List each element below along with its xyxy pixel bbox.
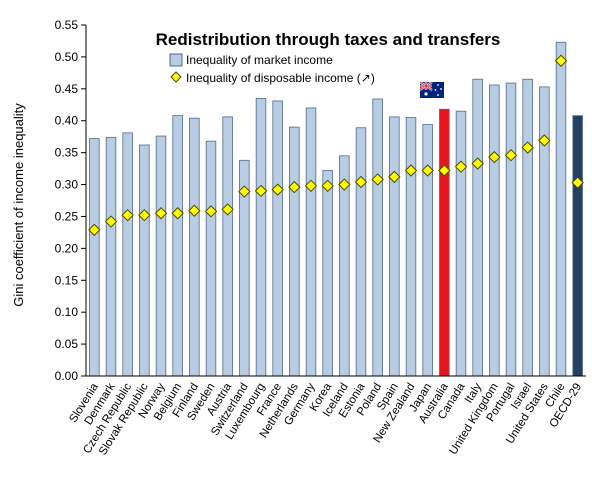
- bar-new-zealand: [405, 117, 417, 377]
- y-tick-label: 0.15: [55, 273, 79, 287]
- axes: [85, 25, 586, 377]
- legend-bar-swatch: [169, 53, 183, 67]
- marker-netherlands: [288, 180, 301, 194]
- bar-chile: [555, 41, 567, 377]
- bar-denmark: [105, 136, 117, 377]
- marker-austria: [221, 203, 234, 216]
- legend-market-label: Inequality of market income: [186, 53, 333, 67]
- marker-korea: [321, 179, 334, 193]
- bar-sweden: [205, 140, 217, 377]
- bar-slovak-republic: [139, 144, 150, 377]
- bar-slovenia: [89, 138, 100, 377]
- bar-norway: [155, 135, 167, 377]
- bar-australia: [439, 108, 450, 377]
- australia-flag-icon: [419, 81, 444, 98]
- marker-finland: [188, 204, 201, 217]
- legend-disposable-label: Inequality of disposable income (↗): [186, 71, 375, 85]
- bar-italy: [472, 78, 483, 377]
- bars: [89, 41, 583, 377]
- marker-canada: [454, 160, 468, 173]
- bar-japan: [422, 124, 433, 377]
- marker-sweden: [204, 205, 218, 218]
- y-tick-label: 0.00: [55, 369, 79, 383]
- y-tick-label: 0.05: [55, 337, 79, 351]
- y-axis-ticks: 0.00 0.05 0.10 0.15 0.20 0.25 0.30 0.35 0.40 0.45…: [55, 18, 86, 383]
- bar-france: [272, 100, 283, 377]
- marker-poland: [371, 173, 384, 186]
- bar-germany: [305, 107, 317, 377]
- bar-spain: [389, 116, 400, 377]
- bar-belgium: [172, 115, 183, 377]
- marker-estonia: [354, 175, 368, 189]
- marker-denmark: [104, 215, 118, 228]
- legend-marker-swatch: [170, 71, 182, 83]
- marker-france: [271, 183, 284, 196]
- legend: Inequality of market income Inequality o…: [169, 53, 375, 85]
- y-tick-label: 0.45: [55, 82, 79, 96]
- marker-united-kingdom: [488, 150, 501, 164]
- bar-estonia: [355, 127, 367, 377]
- bar-oecd-29: [572, 115, 583, 377]
- marker-italy: [471, 157, 484, 170]
- marker-spain: [388, 170, 401, 184]
- bar-austria: [222, 116, 233, 377]
- bar-netherlands: [289, 126, 300, 377]
- marker-new-zealand: [404, 164, 418, 177]
- bar-united-states: [539, 86, 550, 377]
- marker-belgium: [171, 207, 184, 220]
- bar-finland: [189, 117, 200, 377]
- marker-slovak-republic: [138, 208, 151, 222]
- marker-oecd-29: [571, 176, 584, 189]
- marker-portugal: [504, 148, 518, 162]
- marker-iceland: [338, 178, 351, 191]
- bar-portugal: [505, 82, 517, 377]
- marker-slovenia: [88, 223, 101, 237]
- marker-japan: [421, 164, 434, 177]
- bar-korea: [322, 170, 333, 377]
- marker-norway: [154, 207, 168, 220]
- marker-czech-republic: [121, 208, 134, 222]
- y-tick-label: 0.40: [55, 114, 79, 128]
- marker-switzerland: [238, 185, 251, 198]
- marker-united-states: [538, 134, 551, 147]
- marker-chile: [554, 54, 568, 67]
- marker-germany: [304, 179, 318, 193]
- y-tick-label: 0.55: [55, 18, 79, 32]
- bar-israel: [522, 78, 533, 377]
- bar-poland: [372, 98, 383, 377]
- marker-luxembourg: [254, 184, 268, 198]
- markers: [88, 54, 584, 237]
- bar-canada: [455, 110, 467, 377]
- bar-czech-republic: [122, 132, 133, 377]
- marker-israel: [521, 141, 534, 154]
- marker-australia: [438, 164, 451, 177]
- chart-title: Redistribution through taxes and transfe…: [156, 30, 501, 49]
- y-tick-label: 0.20: [55, 241, 79, 255]
- y-tick-label: 0.50: [55, 50, 79, 64]
- y-tick-label: 0.30: [55, 178, 79, 192]
- bar-united-kingdom: [489, 84, 500, 377]
- y-tick-label: 0.25: [55, 209, 79, 223]
- bar-luxembourg: [255, 97, 267, 377]
- y-tick-label: 0.10: [55, 305, 79, 319]
- y-axis-label: Gini coefficient of income inequality: [11, 103, 26, 307]
- y-tick-label: 0.35: [55, 146, 79, 160]
